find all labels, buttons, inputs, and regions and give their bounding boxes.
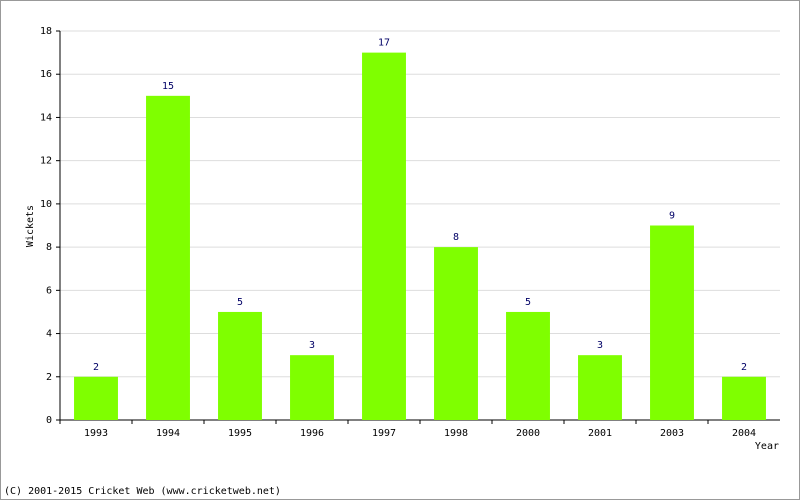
x-tick-label: 1995 bbox=[228, 428, 252, 439]
y-tick-label: 6 bbox=[46, 285, 52, 296]
bar bbox=[362, 52, 406, 420]
bar bbox=[218, 311, 262, 420]
x-tick-label: 2001 bbox=[588, 428, 612, 439]
bar bbox=[578, 355, 622, 420]
bar bbox=[722, 376, 766, 420]
y-tick-label: 16 bbox=[40, 69, 52, 80]
y-tick-label: 14 bbox=[40, 112, 52, 123]
data-label: 17 bbox=[378, 38, 390, 49]
y-tick-label: 4 bbox=[46, 329, 52, 340]
data-label: 8 bbox=[453, 232, 459, 243]
y-tick-label: 0 bbox=[46, 415, 52, 426]
data-label: 9 bbox=[669, 211, 675, 222]
data-label: 15 bbox=[162, 81, 174, 92]
x-tick-label: 1994 bbox=[156, 428, 180, 439]
bar bbox=[74, 376, 118, 420]
y-axis-label: Wickets bbox=[25, 205, 36, 247]
data-label: 5 bbox=[237, 297, 243, 308]
y-tick-label: 12 bbox=[40, 156, 52, 167]
bar bbox=[650, 225, 694, 420]
y-tick-label: 2 bbox=[46, 372, 52, 383]
x-tick-label: 2003 bbox=[660, 428, 684, 439]
data-label: 2 bbox=[93, 362, 99, 373]
data-label: 2 bbox=[741, 362, 747, 373]
x-tick-label: 1997 bbox=[372, 428, 396, 439]
x-tick-label: 2004 bbox=[732, 428, 756, 439]
x-tick-label: 1993 bbox=[84, 428, 108, 439]
x-axis-label: Year bbox=[755, 441, 779, 452]
data-label: 3 bbox=[309, 340, 315, 351]
y-tick-label: 8 bbox=[46, 242, 52, 253]
bar bbox=[146, 95, 190, 420]
x-tick-label: 1998 bbox=[444, 428, 468, 439]
bar bbox=[434, 247, 478, 420]
x-tick-label: 1996 bbox=[300, 428, 324, 439]
data-label: 3 bbox=[597, 340, 603, 351]
data-label: 5 bbox=[525, 297, 531, 308]
bar bbox=[506, 311, 550, 420]
y-tick-label: 10 bbox=[40, 199, 52, 210]
footer: (C) 2001-2015 Cricket Web (www.cricketwe… bbox=[4, 486, 281, 497]
bar bbox=[290, 355, 334, 420]
y-tick-label: 18 bbox=[40, 26, 52, 37]
x-tick-label: 2000 bbox=[516, 428, 540, 439]
